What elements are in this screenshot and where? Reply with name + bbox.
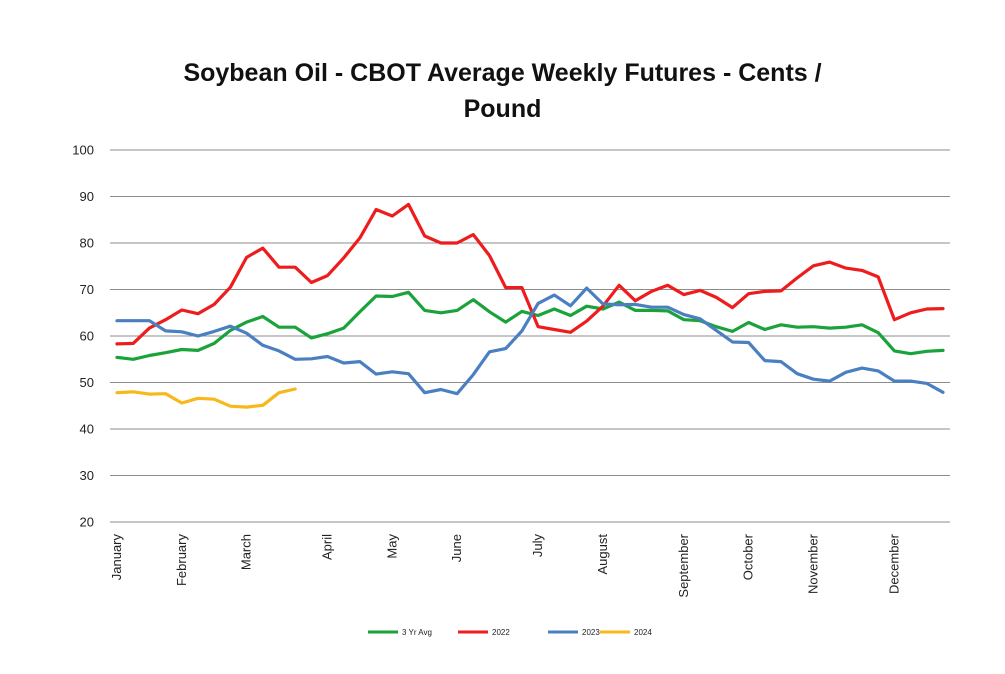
y-tick-label: 30 [80,468,94,483]
legend-label-2024: 2024 [634,628,652,637]
x-tick-label-january: January [109,534,124,581]
x-tick-label-december: December [886,533,901,594]
chart-title-line-1: Soybean Oil - CBOT Average Weekly Future… [183,59,822,87]
series-line-2023 [115,286,945,396]
x-tick-label-september: September [676,533,691,597]
chart-title-line-2: Pound [463,95,542,123]
series-lines [115,202,945,409]
x-tick-label-march: March [239,534,254,570]
legend-label-2022: 2022 [492,628,510,637]
legend: 3 Yr Avg 2022 2023 2024 [368,628,652,637]
y-tick-label: 20 [80,515,94,530]
y-tick-label: 70 [80,282,94,297]
gridlines [110,149,950,523]
y-tick-label: 60 [80,329,94,344]
series-line-2024 [115,387,297,409]
y-tick-label: 80 [80,236,94,251]
x-axis-month-labels: January February March April May June July Augu… [109,533,901,597]
x-tick-label-august: August [595,534,610,575]
x-tick-label-april: April [320,534,335,560]
series-line-3-yr-avg [115,290,945,361]
series-line-2022 [115,202,945,346]
chart-title: Soybean Oil - CBOT Average Weekly Future… [0,55,1005,127]
y-axis-tick-labels: 20 30 40 50 60 70 80 90 100 [72,143,94,530]
legend-label-2023: 2023 [582,628,600,637]
legend-label-3-yr-avg: 3 Yr Avg [402,628,432,637]
x-tick-label-july: July [530,534,545,558]
x-tick-label-november: November [805,533,820,594]
y-tick-label: 50 [80,375,94,390]
x-tick-label-may: May [384,534,399,559]
x-tick-label-october: October [741,533,756,580]
x-tick-label-june: June [449,534,464,562]
y-tick-label: 100 [72,143,94,158]
y-tick-label: 40 [80,422,94,437]
y-tick-label: 90 [80,189,94,204]
x-tick-label-february: February [174,534,189,587]
